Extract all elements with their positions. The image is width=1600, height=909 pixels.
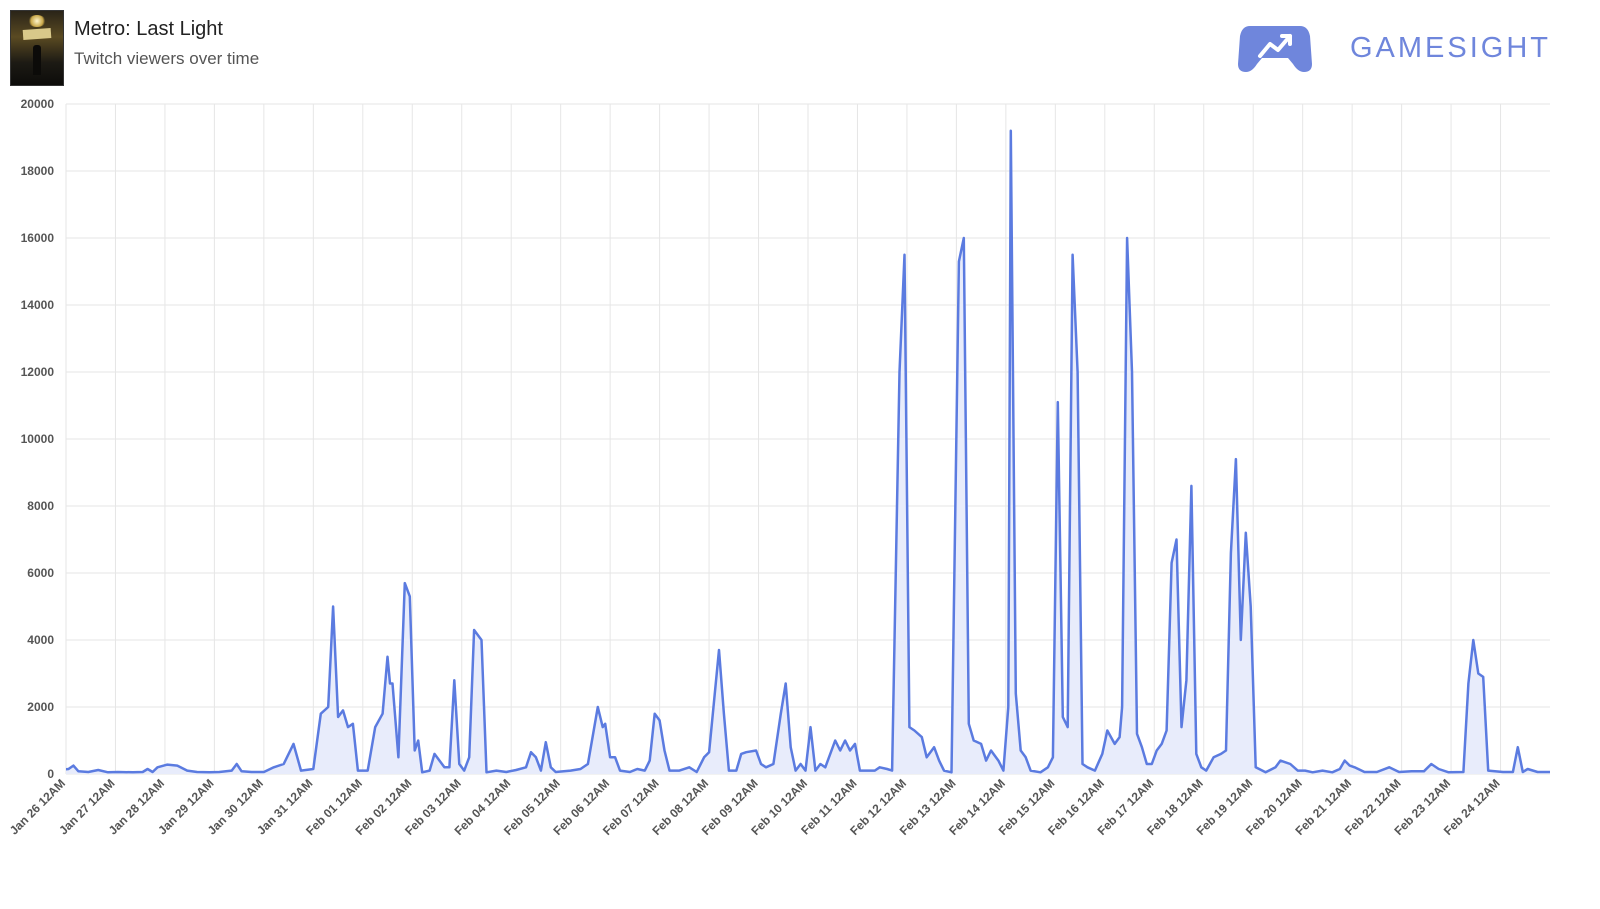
cover-light: [28, 15, 46, 27]
cover-logo-mark: [22, 28, 52, 40]
brand-name: GAMESIGHT: [1350, 32, 1552, 64]
series-area: [66, 130, 1550, 774]
game-title: Metro: Last Light: [74, 18, 223, 40]
y-tick-label: 4000: [27, 633, 54, 647]
viewers-chart: 0 2000 4000 6000 8000 10000 12000 14000 16000 180…: [7, 97, 1550, 838]
game-cover-image: [10, 10, 64, 86]
chart-header: Metro: Last Light Twitch viewers over ti…: [0, 0, 1600, 95]
y-tick-label: 18000: [21, 164, 55, 178]
y-tick-label: 16000: [21, 231, 55, 245]
series-line: [66, 129, 1550, 774]
chart-subtitle: Twitch viewers over time: [74, 49, 260, 68]
y-tick-label: 2000: [27, 700, 54, 714]
cover-figure: [33, 45, 41, 75]
y-tick-label: 8000: [27, 499, 54, 513]
y-tick-label: 6000: [27, 566, 54, 580]
y-tick-label: 12000: [21, 365, 55, 379]
gamepad-trend-icon: [1238, 26, 1312, 72]
y-tick-label: 20000: [21, 97, 55, 111]
y-tick-label: 14000: [21, 298, 55, 312]
y-tick-label: 0: [47, 767, 54, 781]
y-tick-label: 10000: [21, 432, 55, 446]
